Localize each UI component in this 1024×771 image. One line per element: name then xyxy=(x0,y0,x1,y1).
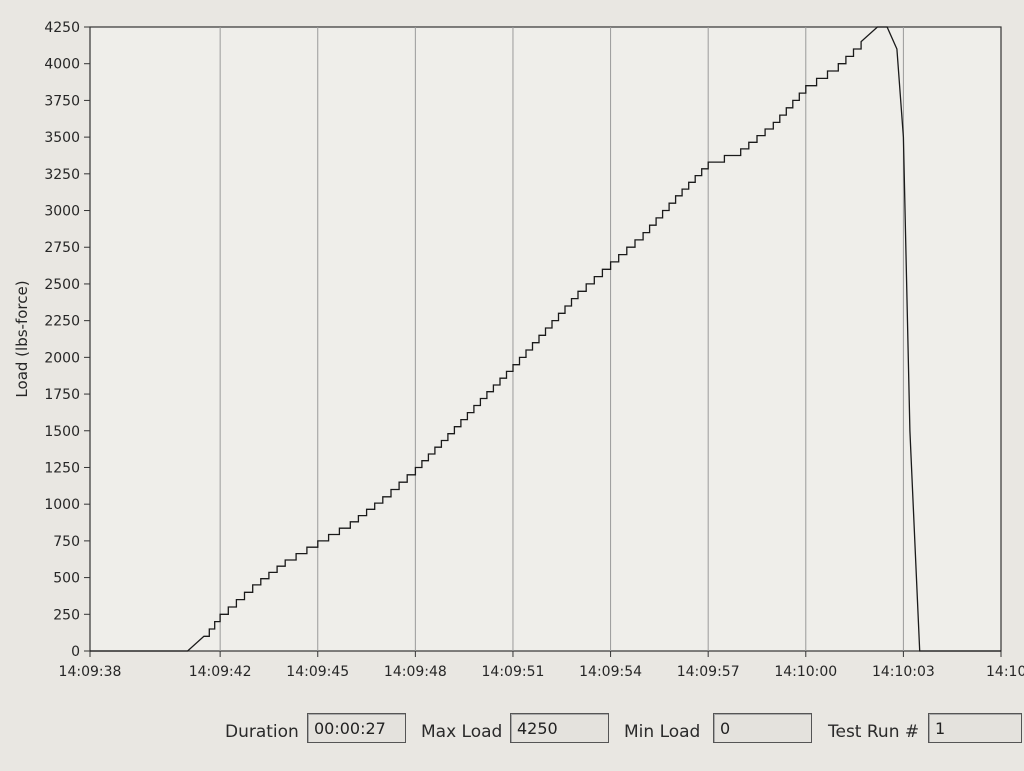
x-axis: 14:09:38 14:09:42 14:09:45 14:09:48 14:09:51… xyxy=(59,651,1024,680)
x-tick-label: 14:09:42 xyxy=(189,664,252,680)
y-tick-label: 3000 xyxy=(44,204,80,220)
y-tick-label: 1500 xyxy=(44,424,80,440)
y-tick-label: 2500 xyxy=(44,277,80,293)
y-tick-label: 4250 xyxy=(44,20,80,36)
duration-field[interactable]: 00:00:27 xyxy=(307,713,406,743)
y-tick-label: 1750 xyxy=(44,387,80,403)
x-tick-label: 14:10:00 xyxy=(774,664,837,680)
x-tick-label: 14:09:51 xyxy=(482,664,545,680)
y-tick-label: 4000 xyxy=(44,57,80,73)
y-tick-label: 1000 xyxy=(44,497,80,513)
y-tick-label: 3750 xyxy=(44,93,80,109)
y-tick-label: 3250 xyxy=(44,167,80,183)
plot-area xyxy=(89,26,1002,652)
y-tick-label: 750 xyxy=(53,534,80,550)
y-tick-label: 250 xyxy=(53,607,80,623)
max-load-field[interactable]: 4250 xyxy=(510,713,609,743)
x-tick-label: 14:09:48 xyxy=(384,664,447,680)
y-tick-label: 0 xyxy=(71,644,80,660)
y-tick-label: 2250 xyxy=(44,314,80,330)
gridlines xyxy=(219,27,904,651)
test-run-label: Test Run # xyxy=(828,722,920,742)
x-tick-label: 14:09:38 xyxy=(59,664,122,680)
load-chart: 0 250 500 750 1000 1250 1500 1750 2000 2250 2500 27… xyxy=(13,20,1024,680)
x-tick-label: 14:09:57 xyxy=(677,664,740,680)
y-tick-label: 3500 xyxy=(44,130,80,146)
max-load-label: Max Load xyxy=(421,722,503,742)
duration-label: Duration xyxy=(225,722,299,742)
min-load-field[interactable]: 0 xyxy=(713,713,812,743)
y-tick-label: 2750 xyxy=(44,240,80,256)
x-tick-label: 14:09:45 xyxy=(286,664,349,680)
x-tick-label: 14:10:0 xyxy=(986,664,1024,680)
x-tick-label: 14:09:54 xyxy=(579,664,642,680)
x-tick-label: 14:10:03 xyxy=(872,664,935,680)
min-load-label: Min Load xyxy=(624,722,701,742)
load-series-line xyxy=(90,26,1001,652)
y-tick-label: 500 xyxy=(53,571,80,587)
stats-bar: Duration 00:00:27 Max Load 4250 Min Load… xyxy=(0,710,1024,754)
y-tick-label: 1250 xyxy=(44,460,80,476)
y-axis-title: Load (lbs-force) xyxy=(13,280,31,397)
y-tick-label: 2000 xyxy=(44,350,80,366)
test-run-field[interactable]: 1 xyxy=(928,713,1022,743)
y-axis: 0 250 500 750 1000 1250 1500 1750 2000 2250 2500 27… xyxy=(44,20,90,660)
